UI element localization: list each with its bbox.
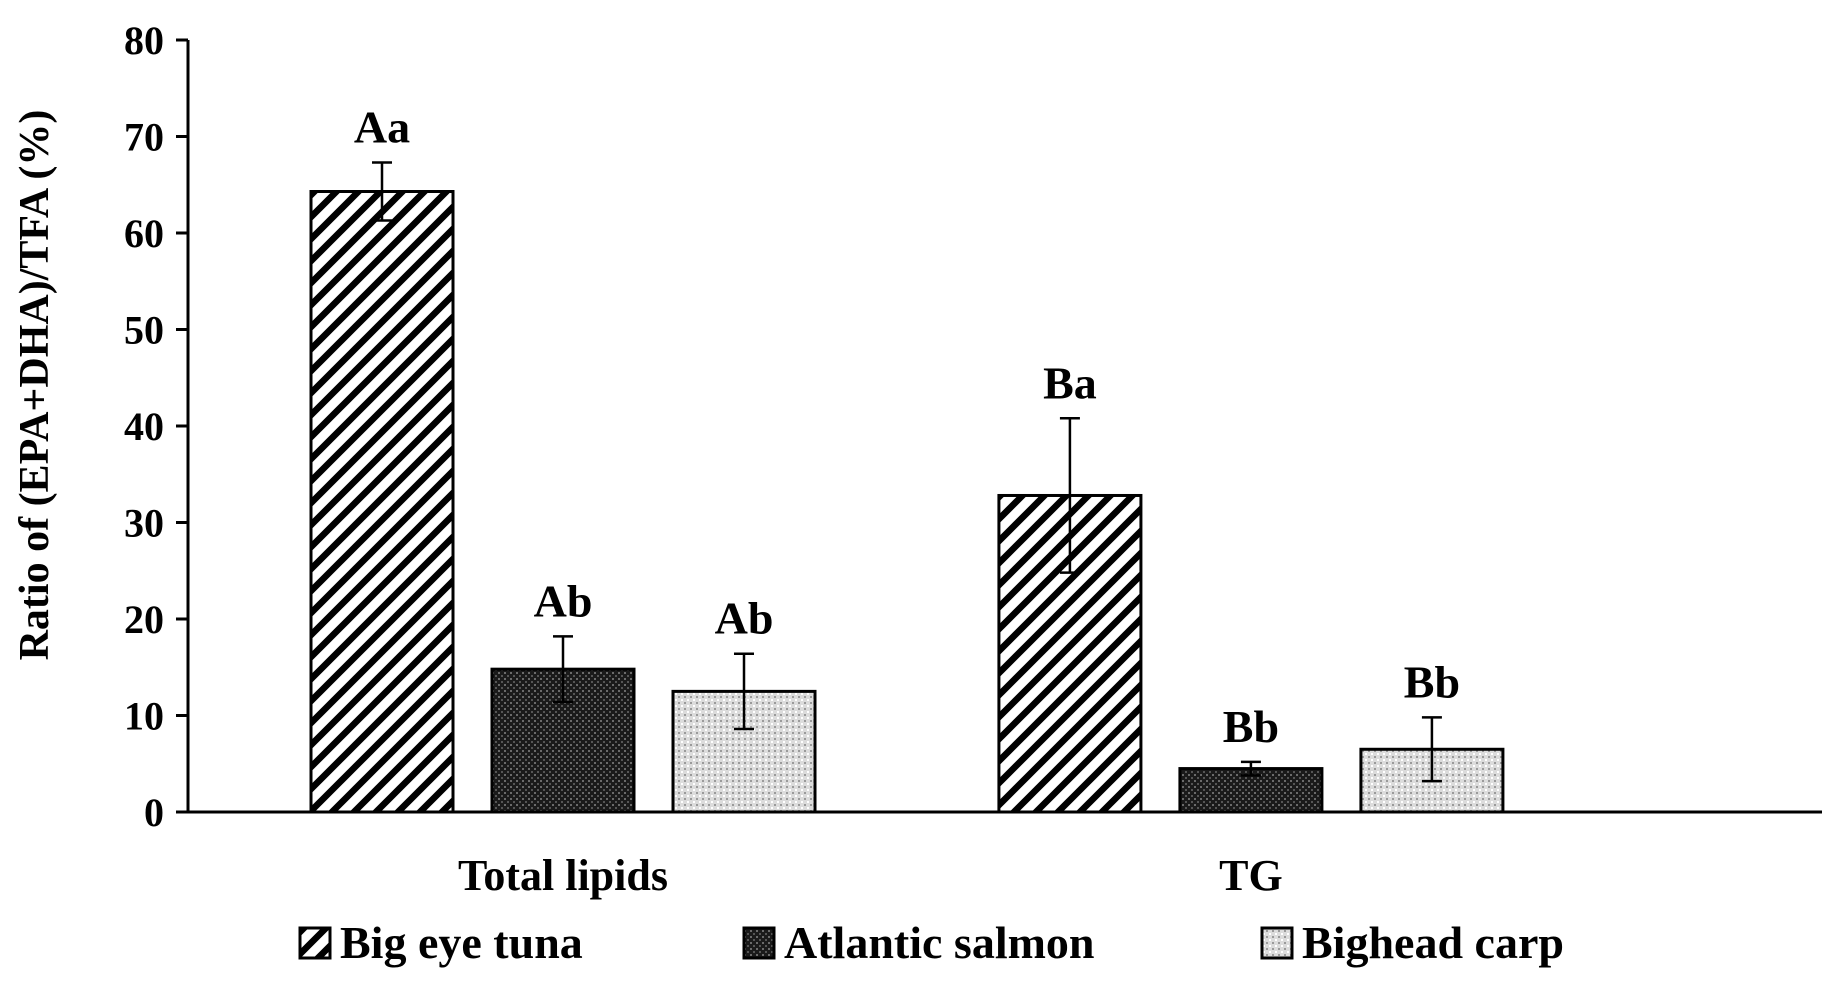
- bar: [309, 190, 455, 814]
- legend-item: Big eye tuna: [298, 917, 583, 968]
- x-category-label: TG: [1219, 851, 1283, 900]
- significance-label: Bb: [1404, 656, 1460, 707]
- error-bars-layer: [372, 161, 1442, 783]
- y-tick-label: 0: [144, 790, 164, 835]
- y-tick-label: 40: [124, 404, 164, 449]
- legend-item: Bighead carp: [1260, 917, 1564, 968]
- y-tick-label: 50: [124, 308, 164, 353]
- y-tick-label: 80: [124, 18, 164, 63]
- legend-item: Atlantic salmon: [742, 917, 1095, 968]
- y-tick-label: 20: [124, 597, 164, 642]
- legend: Big eye tuna Atlantic salmon Bighead carp: [298, 917, 1564, 968]
- y-tick-label: 70: [124, 115, 164, 160]
- y-tick-label: 60: [124, 211, 164, 256]
- significance-labels-layer: Aa Ab Ab Ba Bb Bb: [354, 102, 1460, 752]
- legend-label: Bighead carp: [1302, 917, 1564, 968]
- x-axis: Total lipids TG: [188, 810, 1822, 900]
- y-axis: 0 10 20 30 40 50 60 70 80: [124, 18, 190, 835]
- y-tick-label: 10: [124, 694, 164, 739]
- significance-label: Ab: [534, 575, 593, 626]
- significance-label: Bb: [1223, 701, 1279, 752]
- bars-layer: [309, 190, 1505, 814]
- significance-label: Ab: [715, 593, 774, 644]
- legend-label: Big eye tuna: [340, 917, 583, 968]
- legend-swatch: [1260, 926, 1294, 960]
- legend-swatch: [742, 926, 776, 960]
- y-tick-label: 30: [124, 501, 164, 546]
- significance-label: Ba: [1043, 357, 1097, 408]
- legend-swatch: [298, 926, 332, 960]
- significance-label: Aa: [354, 102, 410, 153]
- y-axis-label: Ratio of (EPA+DHA)/TFA (%): [12, 110, 58, 661]
- legend-label: Atlantic salmon: [784, 917, 1095, 968]
- x-category-label: Total lipids: [458, 851, 668, 900]
